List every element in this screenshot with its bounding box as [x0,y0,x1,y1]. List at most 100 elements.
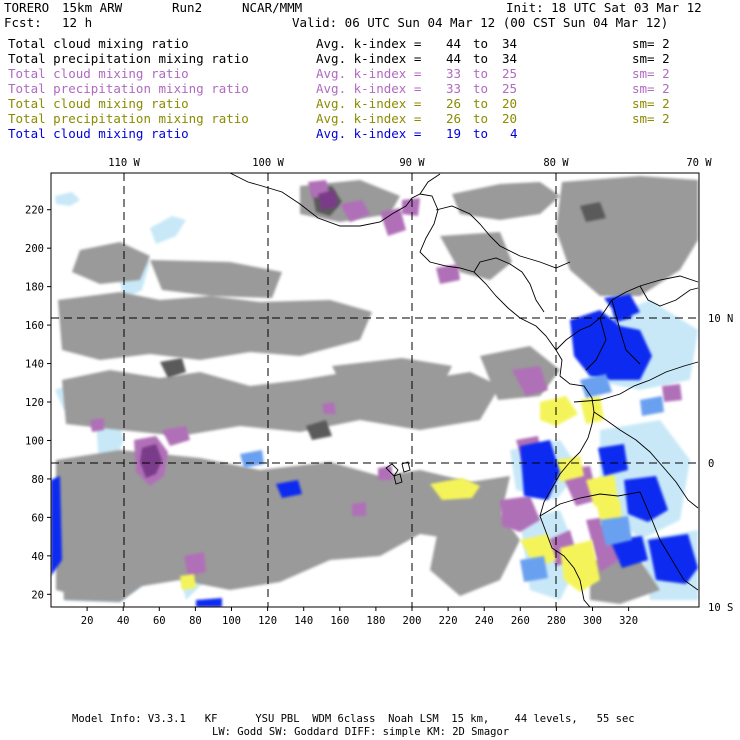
x-tick-label: 60 [153,615,166,627]
legend-row-from: 44 [446,36,462,51]
x-tick-label: 180 [366,615,385,627]
x-tick-label: 300 [583,615,602,627]
x-tick-label: 100 [222,615,241,627]
legend-row-name: Total cloud mixing ratio [8,36,189,51]
mid-blue-cloud-field [240,374,664,582]
y-tick-label: 80 [31,474,44,486]
legend-row-stat: Avg. k-index = [316,51,422,66]
legend-row-to-word: to [473,66,489,81]
legend-row-to: 4 [510,126,518,141]
legend-row-to-word: to [473,36,489,51]
legend-row-stat: Avg. k-index = [316,66,422,81]
fcst-label: Fcst: [4,15,42,30]
latitude-label: 0 [708,458,714,470]
legend-row-stat: Avg. k-index = [316,111,422,126]
legend-row-sm: sm= 2 [632,66,670,81]
x-tick-label: 20 [81,615,94,627]
x-tick-label: 320 [619,615,638,627]
legend-row-to: 25 [502,81,518,96]
legend-row-to-word: to [473,111,489,126]
yellow-cloud-field [180,396,622,592]
legend-row-stat: Avg. k-index = [316,126,422,141]
x-tick-label: 220 [439,615,458,627]
x-tick-label: 120 [258,615,277,627]
legend-row-to: 34 [502,36,518,51]
dark-purple-cloud-core [140,190,338,478]
y-tick-label: 140 [25,359,44,371]
y-tick-label: 160 [25,320,44,332]
x-tick-label: 140 [294,615,313,627]
legend-row-sm: sm= 2 [632,111,670,126]
legend-row-to: 34 [502,51,518,66]
legend-row-sm: sm= 2 [632,51,670,66]
x-tick-label: 40 [117,615,130,627]
latitude-labels: 10 N 0 10 S [708,313,733,614]
y-tick-label: 100 [25,435,44,447]
legend-row-from: 19 [446,126,462,141]
run-label: Run2 [172,0,203,15]
blue-cloud-field [51,294,698,607]
field-layer [51,176,698,607]
legend-row-to: 20 [502,111,518,126]
legend-row-from: 26 [446,111,462,126]
legend-row-name: Total cloud mixing ratio [8,66,189,81]
plot-frame [50,172,700,608]
legend-row-to: 25 [502,66,518,81]
y-tick-label: 220 [25,205,44,217]
legend-row-name: Total precipitation mixing ratio [8,51,249,66]
legend-row-to-word: to [473,51,489,66]
legend-row-stat: Avg. k-index = [316,96,422,111]
latitude-label: 10 S [708,602,733,614]
legend-row-sm: sm= 2 [632,81,670,96]
gray-cloud-field [56,176,698,604]
dark-gray-cloud-cores [160,186,606,440]
model-resolution: 15km ARW [62,0,123,15]
legend-row-name: Total cloud mixing ratio [8,126,189,141]
x-tick-label: 80 [189,615,202,627]
y-axis-ticks: 220 200 180 160 140 120 100 80 60 40 20 [25,205,51,601]
legend-row-name: Total precipitation mixing ratio [8,111,249,126]
coastline [229,173,699,607]
fcst-value: 12 h [62,15,93,30]
longitude-label: 100 W [252,157,284,169]
init-time: Init: 18 UTC Sat 03 Mar 12 [506,0,702,15]
model-info-line1: Model Info: V3.3.1 KF YSU PBL WDM 6class… [72,713,635,725]
model-info-line2: LW: Godd SW: Goddard DIFF: simple KM: 2D… [212,726,510,738]
model-name: TORERO [4,0,50,15]
y-tick-label: 180 [25,282,44,294]
longitude-label: 70 W [686,157,712,169]
lat-lon-grid [51,173,699,607]
y-tick-label: 120 [25,397,44,409]
x-tick-label: 260 [511,615,530,627]
legend-row-to-word: to [473,126,489,141]
legend-row-from: 26 [446,96,462,111]
legend-row-stat: Avg. k-index = [316,36,422,51]
legend-row-from: 44 [446,51,462,66]
longitude-label: 80 W [543,157,569,169]
y-tick-label: 40 [31,551,44,563]
longitude-label: 90 W [399,157,425,169]
legend-row-to: 20 [502,96,518,111]
org-label: NCAR/MMM [242,0,303,15]
legend-row-stat: Avg. k-index = [316,81,422,96]
legend-row-name: Total cloud mixing ratio [8,96,189,111]
y-tick-label: 200 [25,243,44,255]
y-tick-label: 20 [31,589,44,601]
legend-row-from: 33 [446,81,462,96]
legend-row-to-word: to [473,96,489,111]
longitude-labels: 110 W 100 W 90 W 80 W 70 W [108,157,712,169]
legend-row-name: Total precipitation mixing ratio [8,81,249,96]
x-tick-label: 160 [330,615,349,627]
valid-time: Valid: 06 UTC Sun 04 Mar 12 (00 CST Sun … [292,15,669,30]
longitude-label: 110 W [108,157,140,169]
x-tick-label: 280 [547,615,566,627]
latitude-label: 10 N [708,313,733,325]
legend-row-to-word: to [473,81,489,96]
y-tick-label: 60 [31,512,44,524]
x-tick-label: 240 [475,615,494,627]
x-tick-label: 200 [403,615,422,627]
x-axis-ticks: 20 40 60 80 100 120 140 160 180 200 220 240 260 280 30… [81,607,638,627]
legend-row-sm: sm= 2 [632,96,670,111]
legend-row-sm: sm= 2 [632,36,670,51]
